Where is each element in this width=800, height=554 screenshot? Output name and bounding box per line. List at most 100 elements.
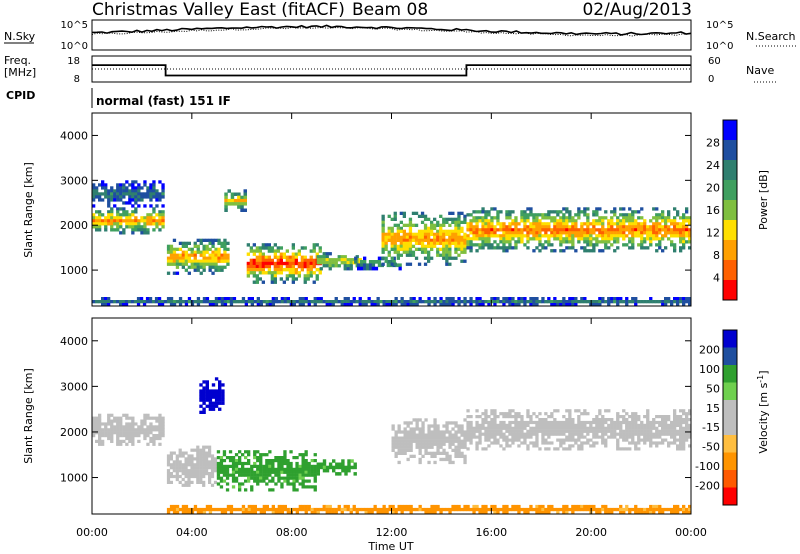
power-cell bbox=[319, 261, 323, 265]
power-cell bbox=[457, 300, 461, 304]
power-cell bbox=[661, 216, 665, 220]
power-cell bbox=[116, 207, 120, 211]
vel-cell bbox=[616, 441, 620, 445]
vel-cell bbox=[221, 398, 225, 402]
vel-cell bbox=[298, 470, 302, 474]
power-cell bbox=[652, 222, 656, 226]
vel-cell bbox=[460, 451, 464, 455]
power-cell bbox=[682, 234, 686, 238]
power-cell bbox=[286, 300, 290, 304]
vel-cell bbox=[577, 444, 581, 448]
power-cell bbox=[220, 268, 224, 272]
power-cell bbox=[273, 264, 277, 269]
power-cell bbox=[490, 234, 494, 238]
vel-cell bbox=[256, 459, 260, 463]
vel-cell bbox=[95, 439, 99, 443]
vel-cell bbox=[520, 507, 524, 512]
vel-cell bbox=[268, 479, 272, 483]
power-cell bbox=[601, 300, 605, 304]
vel-cell bbox=[193, 448, 197, 452]
vel-cell bbox=[406, 433, 410, 437]
power-cell bbox=[463, 259, 467, 263]
vel-cell bbox=[271, 476, 275, 480]
power-cell bbox=[517, 237, 521, 241]
vel-cell bbox=[496, 441, 500, 445]
velocity-ylabel: Slant Range [km] bbox=[22, 368, 35, 464]
power-cell bbox=[246, 261, 250, 266]
vel-cell bbox=[661, 429, 665, 433]
vel-cell bbox=[277, 456, 281, 460]
power-cell bbox=[340, 258, 344, 262]
vel-cell bbox=[301, 456, 305, 460]
vel-cell bbox=[502, 435, 506, 439]
vel-cell bbox=[208, 389, 213, 393]
vel-cell bbox=[664, 423, 668, 427]
power-cell bbox=[445, 232, 449, 236]
power-cell bbox=[541, 246, 545, 250]
power-cell bbox=[381, 247, 385, 251]
power-cell bbox=[273, 261, 277, 266]
power-cell bbox=[196, 265, 200, 269]
vel-cell bbox=[622, 435, 626, 439]
power-cell bbox=[475, 222, 479, 226]
power-cell bbox=[291, 271, 295, 275]
vel-cell bbox=[277, 507, 281, 512]
power-cell bbox=[346, 303, 350, 307]
power-cell bbox=[264, 261, 268, 266]
vel-cell bbox=[436, 504, 440, 509]
power-cell bbox=[113, 219, 117, 223]
power-cell bbox=[562, 237, 566, 241]
power-cell bbox=[393, 217, 397, 221]
power-cell bbox=[559, 228, 563, 232]
power-cell bbox=[172, 247, 177, 251]
power-cell bbox=[571, 222, 575, 226]
vel-cell bbox=[427, 451, 431, 455]
vel-cell bbox=[250, 464, 254, 468]
vel-cell bbox=[244, 470, 248, 474]
vel-cell bbox=[146, 428, 150, 432]
power-cell bbox=[391, 303, 395, 307]
power-cell bbox=[384, 235, 388, 239]
power-cell bbox=[601, 222, 605, 226]
power-cell bbox=[146, 222, 150, 226]
vel-cell bbox=[469, 415, 473, 419]
vel-cell bbox=[216, 473, 221, 477]
vel-cell bbox=[259, 459, 263, 463]
vel-cell bbox=[265, 464, 269, 468]
vel-cell bbox=[574, 432, 578, 436]
power-cell bbox=[217, 259, 221, 263]
power-cell bbox=[101, 186, 105, 190]
power-cell bbox=[418, 297, 422, 301]
vel-cell bbox=[286, 467, 290, 471]
noise-sky-trace bbox=[91, 24, 692, 36]
vel-cell bbox=[562, 426, 566, 430]
power-cell bbox=[550, 210, 554, 214]
vel-cell bbox=[175, 469, 179, 473]
power-cell bbox=[514, 231, 518, 235]
vel-cell bbox=[619, 432, 623, 436]
vel-cell bbox=[347, 459, 351, 463]
power-cell bbox=[601, 240, 605, 244]
vel-cell bbox=[607, 511, 611, 515]
vel-cell bbox=[161, 434, 165, 438]
power-cell bbox=[396, 229, 400, 233]
vel-cell bbox=[685, 426, 689, 430]
vel-cell bbox=[256, 470, 260, 474]
power-cell bbox=[463, 217, 467, 221]
power-cell bbox=[685, 219, 689, 223]
vel-cell bbox=[268, 459, 272, 463]
vel-cell bbox=[436, 436, 440, 440]
vel-cell bbox=[604, 438, 608, 442]
vel-cell bbox=[571, 435, 575, 439]
power-cell bbox=[172, 238, 177, 242]
vel-cell bbox=[505, 435, 509, 439]
power-cell bbox=[137, 225, 141, 229]
power-cell bbox=[541, 216, 545, 220]
power-cell bbox=[460, 235, 464, 239]
vel-cell bbox=[565, 435, 569, 439]
vel-cell bbox=[119, 419, 123, 423]
power-cell bbox=[421, 300, 425, 304]
nave-tick-top: 60 bbox=[708, 56, 721, 67]
power-cell bbox=[240, 205, 244, 209]
power-cell bbox=[252, 274, 256, 278]
